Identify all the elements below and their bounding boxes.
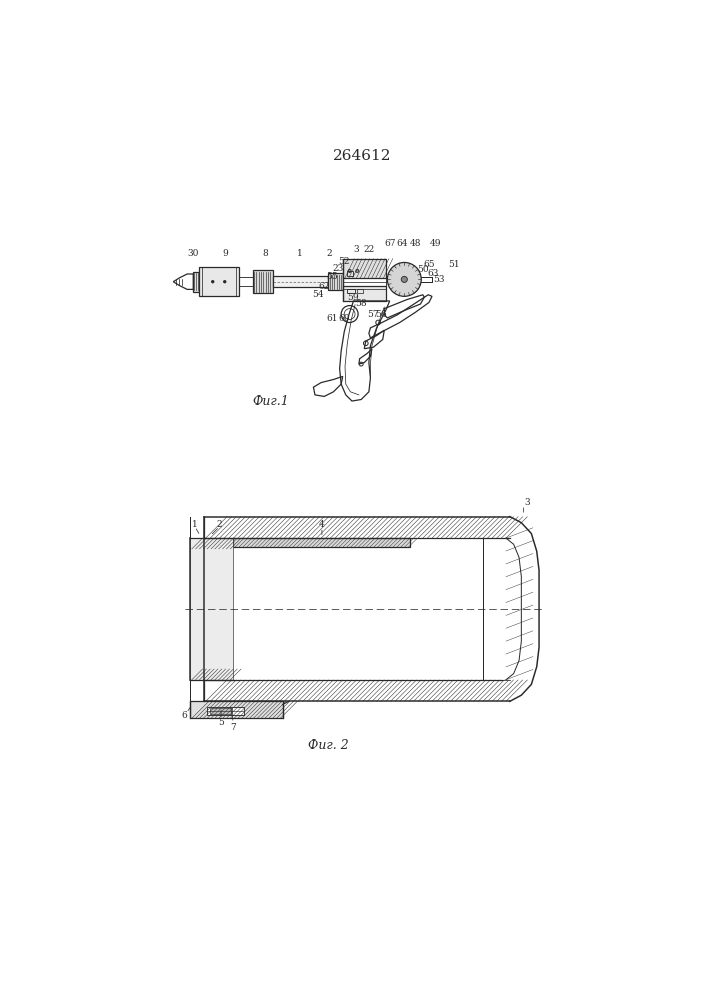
Text: 23: 23 xyxy=(332,264,344,273)
Text: 264612: 264612 xyxy=(333,149,391,163)
Circle shape xyxy=(356,269,359,272)
Text: 62: 62 xyxy=(319,282,330,291)
Circle shape xyxy=(348,269,351,272)
Bar xyxy=(252,270,273,293)
Text: 50: 50 xyxy=(417,265,428,274)
Text: 54: 54 xyxy=(312,290,324,299)
Circle shape xyxy=(223,280,226,283)
Text: 57: 57 xyxy=(367,310,378,319)
Text: 49: 49 xyxy=(429,239,441,248)
Bar xyxy=(190,701,283,718)
Text: 53: 53 xyxy=(433,275,445,284)
Text: 22: 22 xyxy=(363,245,375,254)
Text: 9: 9 xyxy=(222,249,228,258)
Text: 3: 3 xyxy=(524,498,530,507)
Circle shape xyxy=(387,262,421,296)
Text: 59: 59 xyxy=(348,293,359,302)
Bar xyxy=(347,289,355,293)
Text: 3: 3 xyxy=(353,245,358,254)
Text: 51: 51 xyxy=(448,260,460,269)
Text: 63: 63 xyxy=(427,269,438,278)
Bar xyxy=(328,273,344,290)
Bar xyxy=(347,271,354,276)
Text: 64: 64 xyxy=(396,239,408,248)
Text: 2: 2 xyxy=(326,249,332,258)
Bar xyxy=(210,708,232,714)
Text: Фиг. 2: Фиг. 2 xyxy=(308,739,349,752)
Bar xyxy=(207,707,244,715)
Bar xyxy=(190,538,233,680)
Text: 67: 67 xyxy=(385,239,396,248)
Polygon shape xyxy=(344,286,386,301)
Text: Фиг.1: Фиг.1 xyxy=(252,395,289,408)
Bar xyxy=(193,272,199,292)
Text: 1: 1 xyxy=(297,249,303,258)
Text: 7: 7 xyxy=(230,723,236,732)
Text: 2: 2 xyxy=(216,520,222,529)
Text: 5: 5 xyxy=(218,718,224,727)
Text: 6: 6 xyxy=(181,711,187,720)
Circle shape xyxy=(402,276,407,282)
Text: 1: 1 xyxy=(192,520,198,529)
Text: 55: 55 xyxy=(326,272,338,281)
Text: 8: 8 xyxy=(262,249,268,258)
Circle shape xyxy=(211,280,214,283)
Bar xyxy=(357,289,363,293)
Text: 58: 58 xyxy=(356,299,367,308)
Text: 60: 60 xyxy=(339,314,350,323)
Text: 30: 30 xyxy=(187,249,199,258)
Text: 52: 52 xyxy=(338,257,349,266)
Text: 65: 65 xyxy=(423,260,435,269)
Text: 48: 48 xyxy=(410,239,421,248)
Bar xyxy=(273,276,328,287)
Text: 4: 4 xyxy=(319,520,325,529)
Bar xyxy=(199,267,239,296)
Bar xyxy=(233,538,411,547)
Text: 56: 56 xyxy=(375,310,387,319)
Text: 61: 61 xyxy=(326,314,338,323)
Polygon shape xyxy=(344,259,386,278)
